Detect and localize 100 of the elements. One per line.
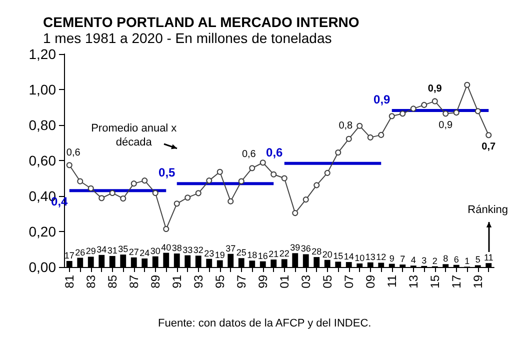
x-tick-label: 97: [234, 274, 248, 288]
data-label: 0,9: [428, 84, 442, 95]
x-tick-label: 15: [428, 274, 442, 288]
data-label: 24: [140, 248, 150, 258]
data-label: 26: [75, 247, 86, 258]
data-label: 32: [193, 245, 204, 256]
y-tick-label: 1,00: [28, 82, 56, 98]
point: [453, 110, 460, 116]
x-tick-label: 95: [212, 274, 227, 288]
data-label: 9: [389, 253, 394, 264]
data-label: 5: [475, 254, 480, 265]
data-label: 0,9: [374, 92, 391, 106]
data-label: 15: [333, 251, 344, 262]
data-label: 34: [96, 244, 107, 254]
chart-title: CEMENTO PORTLAND AL MERCADO INTERNO: [43, 14, 360, 30]
point: [206, 178, 212, 184]
y-tick-label: 0,60: [28, 152, 56, 168]
point: [130, 180, 137, 187]
x-tick-label: 03: [298, 274, 313, 288]
point: [238, 178, 244, 184]
annotation: Promedio anual x década: [91, 122, 178, 149]
x-tick-label: 01: [277, 274, 292, 288]
data-label: 29: [86, 246, 96, 256]
data-label: 3: [422, 255, 427, 266]
data-label: 36: [300, 244, 311, 254]
point: [142, 178, 148, 184]
point: [474, 108, 481, 114]
data-label: 0,6: [66, 148, 81, 159]
point: [260, 160, 266, 166]
point: [66, 162, 72, 168]
data-label: 20: [322, 249, 332, 260]
point: [442, 110, 449, 117]
data-label: 27: [128, 246, 139, 257]
data-label: 0,5: [158, 166, 176, 180]
data-label: 17: [64, 250, 74, 260]
point: [400, 110, 406, 117]
data-label: 8: [443, 254, 448, 264]
data-label: 4: [410, 255, 416, 266]
data-label: 1: [464, 256, 470, 266]
x-tick-label: 99: [256, 274, 270, 288]
data-label: 21: [268, 249, 279, 260]
data-label: 33: [182, 244, 193, 255]
annotation: Ránking: [468, 204, 508, 216]
data-label: 35: [118, 244, 128, 254]
point: [109, 190, 116, 196]
data-label: 39: [290, 242, 300, 253]
point: [378, 132, 384, 138]
point: [421, 102, 428, 108]
point: [195, 190, 202, 196]
data-label: 10: [354, 252, 365, 263]
point: [163, 226, 170, 232]
x-tick-label: 11: [384, 274, 399, 288]
data-label: 31: [107, 245, 118, 256]
point: [184, 194, 191, 201]
point: [88, 185, 94, 192]
point: [464, 82, 470, 88]
data-label: 6: [454, 254, 459, 264]
point: [281, 175, 288, 182]
point: [98, 195, 105, 202]
data-label: 0,6: [266, 145, 284, 160]
source-note: Fuente: con datos de la AFCP y del INDEC.: [158, 318, 372, 330]
x-tick-label: 83: [84, 274, 98, 288]
data-label: 30: [150, 246, 160, 256]
x-tick-label: 91: [170, 274, 184, 288]
x-tick-label: 89: [148, 274, 162, 288]
data-label: 37: [226, 243, 236, 254]
point: [292, 210, 298, 216]
data-label: 12: [376, 252, 386, 262]
data-label: 0,6: [242, 149, 256, 160]
point: [302, 196, 309, 203]
point: [410, 106, 416, 112]
point: [314, 182, 320, 188]
y-tick-label: 0,20: [28, 224, 56, 240]
data-label: 11: [484, 252, 494, 263]
chart-subtitle: 1 mes 1981 a 2020 - En millones de toneladas: [43, 30, 332, 46]
point: [324, 170, 330, 176]
x-tick-label: 85: [105, 274, 120, 288]
data-label: 7: [400, 254, 406, 264]
data-label: 18: [247, 250, 258, 260]
point: [249, 165, 256, 172]
point: [432, 98, 438, 104]
x-tick-label: 09: [363, 274, 378, 288]
point: [346, 136, 352, 142]
y-tick-label: 1,20: [28, 46, 56, 62]
data-label: 23: [204, 248, 214, 258]
x-tick-label: 93: [191, 274, 206, 288]
point: [486, 132, 492, 138]
y-tick-label: 0,00: [28, 259, 56, 275]
point: [388, 113, 395, 120]
point: [120, 195, 126, 202]
point: [270, 171, 277, 178]
x-tick-label: 07: [342, 274, 356, 288]
point: [77, 178, 84, 184]
y-tick-label: 0,80: [28, 117, 56, 133]
x-tick-label: 05: [320, 274, 334, 288]
data-label: 19: [214, 250, 225, 260]
x-tick-label: 81: [62, 274, 76, 288]
point: [228, 198, 234, 204]
data-label: 22: [279, 248, 290, 259]
data-label: 0,7: [482, 142, 496, 153]
